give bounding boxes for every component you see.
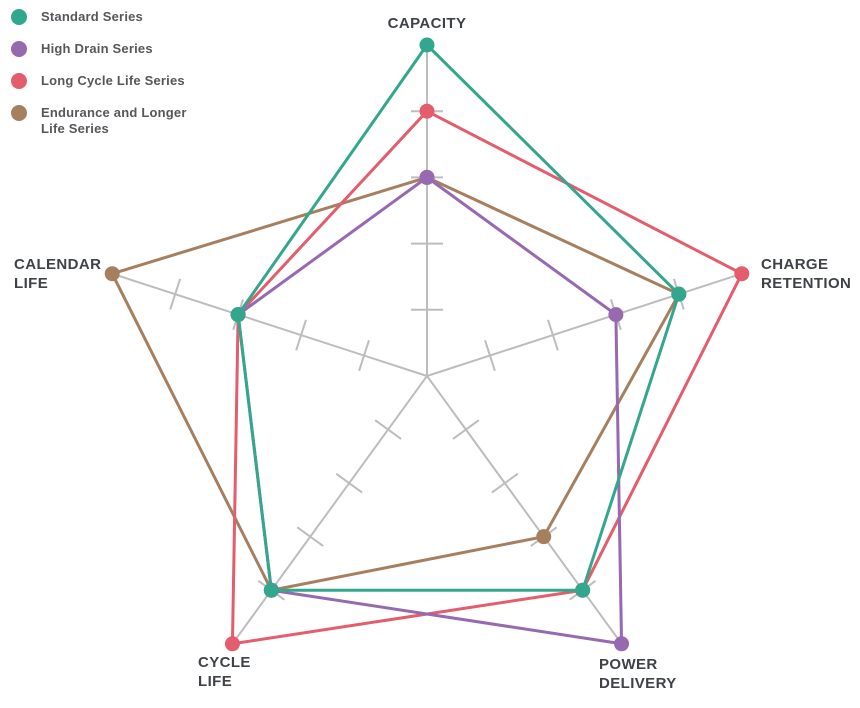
axis-spoke	[111, 272, 428, 377]
data-point-long-cycle-life-series-capacity	[419, 103, 435, 119]
axis-tick	[547, 319, 559, 351]
axis-label-capacity: CAPACITY	[387, 15, 467, 32]
legend-label: Endurance and Longer Life Series	[41, 105, 187, 136]
series-polygon-long-cycle-life-series	[230, 109, 744, 646]
data-point-standard-series-power-delivery	[575, 582, 591, 598]
legend-label: Standard Series	[41, 9, 143, 24]
data-point-standard-series-capacity	[419, 37, 435, 53]
axis-spoke	[426, 272, 743, 377]
axis-tick	[335, 472, 363, 494]
legend-item-high-drain-series: High Drain Series	[11, 41, 241, 57]
data-point-endurance-and-longer-life-series-calendar-life	[104, 266, 120, 282]
legend-swatch-endurance-series-icon	[11, 105, 27, 121]
legend-item-long-cycle-life-series: Long Cycle Life Series	[11, 73, 241, 89]
legend-swatch-long-cycle-life-series-icon	[11, 73, 27, 89]
legend-swatch-standard-series-icon	[11, 9, 27, 25]
data-point-long-cycle-life-series-charge-retention	[734, 266, 750, 282]
legend: Standard Series High Drain Series Long C…	[11, 9, 241, 137]
data-point-high-drain-series-power-delivery	[614, 636, 630, 652]
data-point-endurance-and-longer-life-series-power-delivery	[536, 529, 552, 545]
axis-tick	[296, 526, 324, 547]
data-point-standard-series-cycle-life	[263, 582, 279, 598]
series-polygon-high-drain-series	[236, 175, 624, 646]
data-point-standard-series-charge-retention	[671, 286, 687, 302]
series-polygon-endurance-and-longer-life-series	[110, 175, 681, 592]
axis-tick	[169, 278, 182, 310]
axis-tick	[374, 419, 402, 440]
axis-label-charge-retention: CHARGE RETENTION	[761, 256, 852, 292]
legend-swatch-high-drain-series-icon	[11, 41, 27, 57]
axis-tick	[484, 340, 496, 372]
axis-label-power-delivery: POWER DELIVERY	[599, 656, 677, 692]
legend-item-endurance-series: Endurance and Longer Life Series	[11, 105, 241, 137]
legend-label: Long Cycle Life Series	[41, 73, 185, 88]
data-point-standard-series-calendar-life	[230, 307, 246, 323]
axis-label-cycle-life: CYCLE LIFE	[198, 654, 251, 690]
data-point-high-drain-series-charge-retention	[608, 307, 624, 323]
axis-label-calendar-life: CALENDAR LIFE	[14, 256, 102, 292]
axis-spoke	[231, 375, 428, 645]
axis-tick	[491, 472, 519, 494]
axis-tick	[295, 319, 307, 351]
axis-tick	[452, 419, 480, 440]
axis-spoke	[426, 375, 623, 645]
axis-tick	[358, 340, 370, 372]
series-polygon-standard-series	[236, 43, 681, 592]
legend-item-standard-series: Standard Series	[11, 9, 241, 25]
data-point-long-cycle-life-series-cycle-life	[224, 636, 240, 652]
data-point-high-drain-series-capacity	[419, 169, 435, 185]
legend-label: High Drain Series	[41, 41, 153, 56]
